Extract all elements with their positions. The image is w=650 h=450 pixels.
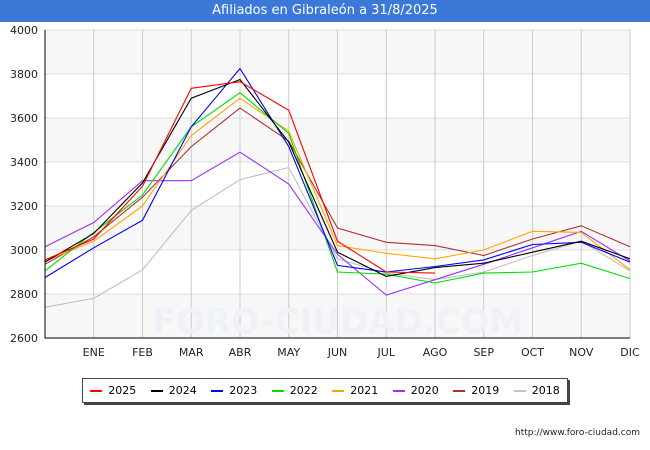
series-line-2018 [44, 166, 631, 308]
watermark: FORO-CIUDAD.COM [153, 302, 524, 342]
legend-item-2018: 2018 [513, 384, 560, 397]
legend-item-2019: 2019 [453, 384, 499, 397]
legend-swatch [332, 389, 345, 392]
x-tick-label: MAY [277, 346, 300, 359]
legend-item-2023: 2023 [211, 384, 257, 397]
series-line-2021 [44, 97, 631, 271]
axis-frame [44, 30, 630, 339]
legend-label: 2020 [410, 384, 439, 397]
legend: 2025 2024 2023 2022 2021 2020 2019 2018 [82, 378, 568, 403]
y-tick-label: 3400 [10, 156, 38, 169]
legend-label: 2022 [289, 384, 318, 397]
y-tick-label: 3000 [10, 244, 38, 257]
series-line-2019 [44, 107, 631, 265]
series-line-2023 [44, 67, 631, 278]
x-tick-label: SEP [473, 346, 494, 359]
y-tick-label: 2800 [10, 288, 38, 301]
x-tick-label: DIC [620, 346, 640, 359]
legend-label: 2025 [108, 384, 137, 397]
legend-label: 2023 [229, 384, 258, 397]
x-tick-label: OCT [521, 346, 544, 359]
series-line-2024 [44, 78, 631, 277]
legend-swatch [453, 389, 466, 392]
legend-label: 2019 [471, 384, 500, 397]
y-tick-label: 4000 [10, 24, 38, 37]
y-tick-label: 3600 [10, 112, 38, 125]
legend-label: 2021 [350, 384, 379, 397]
x-tick-label: JUN [327, 346, 348, 359]
legend-item-2021: 2021 [332, 384, 378, 397]
legend-swatch [211, 389, 224, 392]
x-tick-label: ABR [229, 346, 252, 359]
legend-item-2020: 2020 [392, 384, 439, 397]
y-tick-label: 2600 [10, 332, 38, 345]
legend-label: 2024 [168, 384, 197, 397]
series-line-2025 [44, 81, 436, 274]
legend-swatch [90, 389, 103, 392]
legend-swatch [392, 389, 405, 392]
source-url[interactable]: http://www.foro-ciudad.com [515, 428, 640, 438]
x-tick-label: MAR [179, 346, 204, 359]
legend-swatch [271, 389, 284, 392]
x-tick-label: NOV [569, 346, 594, 359]
x-tick-label: ENE [83, 346, 105, 359]
y-tick-label: 3200 [10, 200, 38, 213]
chart-title: Afiliados en Gibraleón a 31/8/2025 [0, 0, 650, 22]
x-tick-label: AGO [423, 346, 448, 359]
y-tick-label: 3800 [10, 68, 38, 81]
legend-item-2025: 2025 [90, 384, 136, 397]
x-tick-label: FEB [132, 346, 153, 359]
series-line-2022 [44, 92, 631, 284]
legend-swatch [513, 389, 526, 392]
legend-label: 2018 [531, 384, 560, 397]
legend-item-2022: 2022 [271, 384, 318, 397]
legend-item-2024: 2024 [150, 384, 197, 397]
series-line-2020 [44, 151, 631, 296]
x-tick-label: JUL [377, 346, 396, 359]
legend-swatch [150, 389, 163, 392]
